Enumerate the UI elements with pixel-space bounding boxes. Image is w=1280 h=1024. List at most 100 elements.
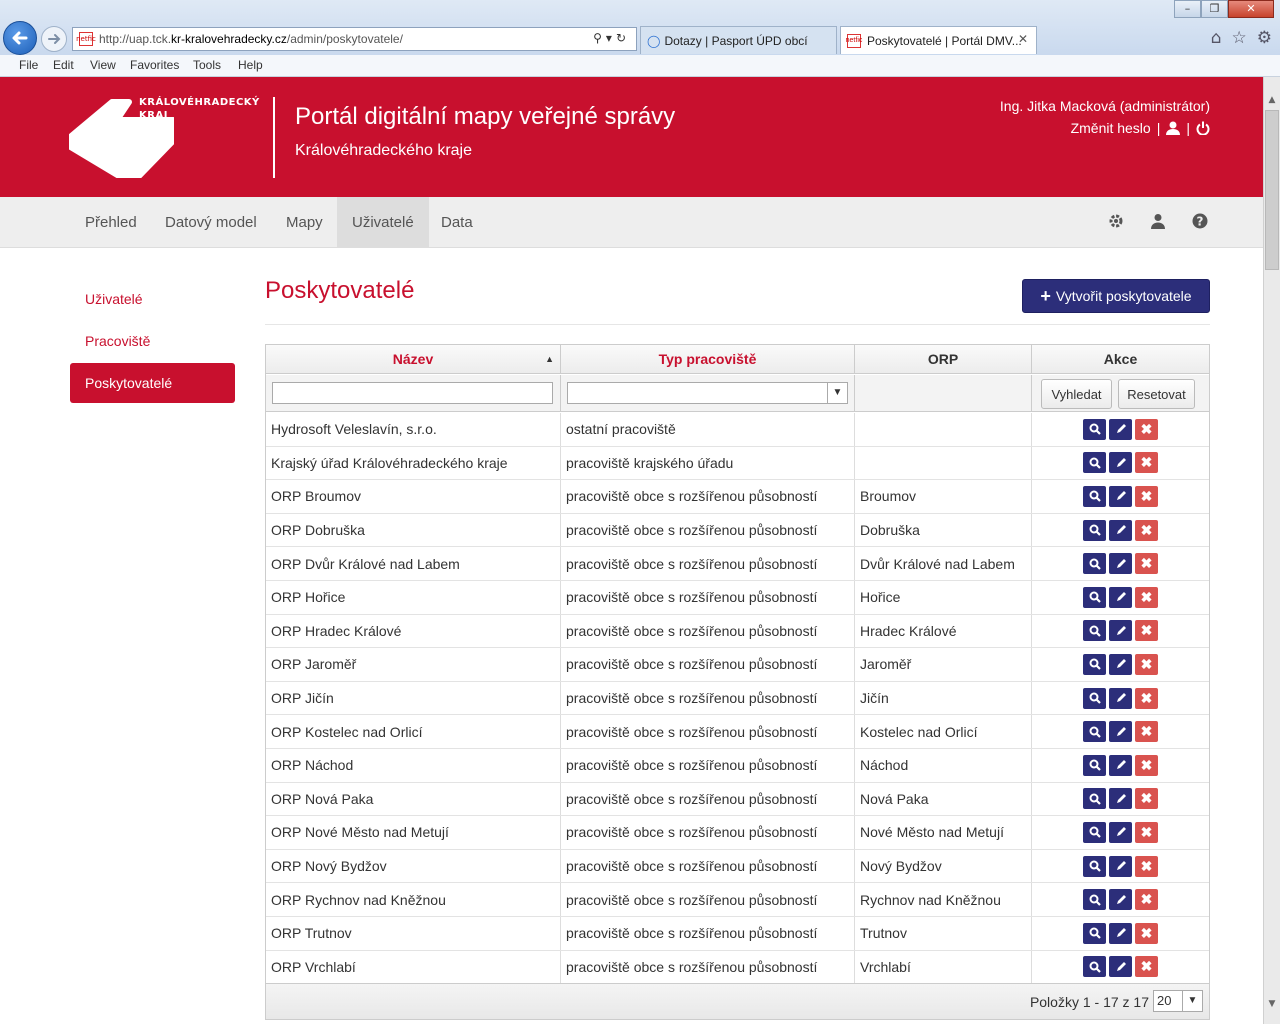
address-bar[interactable]: netfic http://uap.tck. kr-kralovehradecky… (72, 27, 637, 51)
delete-button[interactable]: ✖ (1135, 754, 1158, 776)
view-button[interactable] (1083, 519, 1106, 541)
column-header-nazev[interactable]: Název ▲ (266, 345, 561, 374)
delete-button[interactable]: ✖ (1135, 452, 1158, 474)
delete-button[interactable]: ✖ (1135, 956, 1158, 978)
kraj-logo[interactable] (69, 96, 174, 178)
maximize-button[interactable]: ❐ (1201, 0, 1228, 18)
settings-gear-icon[interactable]: ⚙ (1256, 28, 1272, 48)
menu-file[interactable]: File (19, 58, 39, 72)
delete-button[interactable]: ✖ (1135, 553, 1158, 575)
delete-button[interactable]: ✖ (1135, 485, 1158, 507)
menu-favorites[interactable]: Favorites (130, 58, 180, 72)
edit-button[interactable] (1109, 485, 1132, 507)
page-size-select[interactable]: 20 ▼ (1153, 990, 1203, 1012)
edit-button[interactable] (1109, 653, 1132, 675)
dropdown-icon[interactable]: ▾ (605, 31, 616, 45)
view-button[interactable] (1083, 553, 1106, 575)
edit-button[interactable] (1109, 620, 1132, 642)
edit-button[interactable] (1109, 418, 1132, 440)
view-button[interactable] (1083, 956, 1106, 978)
nav-uzivatele[interactable]: Uživatelé (337, 197, 429, 248)
edit-button[interactable] (1109, 821, 1132, 843)
view-button[interactable] (1083, 687, 1106, 709)
view-button[interactable] (1083, 418, 1106, 440)
view-button[interactable] (1083, 586, 1106, 608)
edit-button[interactable] (1109, 721, 1132, 743)
edit-button[interactable] (1109, 855, 1132, 877)
nav-prehled[interactable]: Přehled (85, 214, 137, 231)
delete-button[interactable]: ✖ (1135, 922, 1158, 944)
search-button[interactable]: Vyhledat (1041, 379, 1112, 409)
filter-name-input[interactable] (272, 382, 553, 404)
edit-button[interactable] (1109, 889, 1132, 911)
edit-button[interactable] (1109, 586, 1132, 608)
delete-button[interactable]: ✖ (1135, 620, 1158, 642)
minimize-button[interactable]: – (1174, 0, 1201, 18)
view-button[interactable] (1083, 653, 1106, 675)
favorites-star-icon[interactable]: ☆ (1231, 28, 1247, 48)
view-button[interactable] (1083, 922, 1106, 944)
column-header-typ[interactable]: Typ pracoviště (561, 345, 855, 374)
delete-button[interactable]: ✖ (1135, 821, 1158, 843)
create-provider-button[interactable]: + Vytvořit poskytovatele (1022, 279, 1210, 313)
edit-button[interactable] (1109, 452, 1132, 474)
view-button[interactable] (1083, 855, 1106, 877)
delete-button[interactable]: ✖ (1135, 586, 1158, 608)
back-button[interactable] (3, 21, 37, 55)
page-scrollbar[interactable]: ▲ ▼ (1263, 77, 1280, 1024)
view-button[interactable] (1083, 485, 1106, 507)
nav-mapy[interactable]: Mapy (286, 214, 323, 231)
sidebar-item-poskytovatele[interactable]: Poskytovatelé (70, 363, 235, 403)
edit-button[interactable] (1109, 519, 1132, 541)
scrollbar-thumb[interactable] (1265, 110, 1279, 270)
delete-button[interactable]: ✖ (1135, 418, 1158, 440)
grid-header: Název ▲ Typ pracoviště ORP Akce (266, 345, 1209, 374)
menu-edit[interactable]: Edit (53, 58, 74, 72)
sidebar-item-pracoviste[interactable]: Pracoviště (85, 333, 151, 349)
settings-gear-icon[interactable] (1108, 213, 1124, 229)
edit-button[interactable] (1109, 922, 1132, 944)
search-icon[interactable]: ⚲ (593, 31, 606, 45)
refresh-icon[interactable]: ↻ (615, 31, 630, 45)
sidebar-item-uzivatele[interactable]: Uživatelé (85, 291, 143, 307)
home-icon[interactable]: ⌂ (1210, 28, 1222, 48)
delete-button[interactable]: ✖ (1135, 855, 1158, 877)
nav-data[interactable]: Data (441, 214, 473, 231)
view-button[interactable] (1083, 754, 1106, 776)
browser-tab-dotazy[interactable]: ◯ Dotazy | Pasport ÚPD obcí (640, 26, 837, 54)
edit-button[interactable] (1109, 788, 1132, 810)
delete-button[interactable]: ✖ (1135, 653, 1158, 675)
reset-button[interactable]: Resetovat (1118, 379, 1195, 409)
view-button[interactable] (1083, 620, 1106, 642)
view-button[interactable] (1083, 889, 1106, 911)
scroll-down-icon[interactable]: ▼ (1268, 999, 1276, 1009)
logout-power-icon[interactable] (1196, 121, 1210, 135)
view-button[interactable] (1083, 788, 1106, 810)
view-button[interactable] (1083, 821, 1106, 843)
edit-button[interactable] (1109, 687, 1132, 709)
close-window-button[interactable]: ✕ (1228, 0, 1274, 18)
edit-button[interactable] (1109, 754, 1132, 776)
edit-button[interactable] (1109, 553, 1132, 575)
nav-datovy-model[interactable]: Datový model (165, 214, 257, 231)
edit-button[interactable] (1109, 956, 1132, 978)
filter-type-select[interactable]: ▼ (567, 382, 848, 404)
menu-tools[interactable]: Tools (193, 58, 222, 72)
browser-tab-poskytovatele[interactable]: netfic Poskytovatelé | Portál DMV... ✕ (840, 26, 1037, 54)
scroll-up-icon[interactable]: ▲ (1268, 95, 1276, 105)
view-button[interactable] (1083, 452, 1106, 474)
user-icon[interactable] (1150, 213, 1166, 229)
delete-button[interactable]: ✖ (1135, 788, 1158, 810)
user-profile-icon[interactable] (1166, 121, 1181, 135)
view-button[interactable] (1083, 721, 1106, 743)
menu-view[interactable]: View (90, 58, 116, 72)
change-password-link[interactable]: Změnit heslo (1070, 120, 1151, 136)
delete-button[interactable]: ✖ (1135, 687, 1158, 709)
close-tab-icon[interactable]: ✕ (1017, 32, 1028, 46)
forward-button[interactable] (41, 26, 67, 52)
delete-button[interactable]: ✖ (1135, 889, 1158, 911)
help-question-icon[interactable]: ? (1192, 213, 1208, 229)
delete-button[interactable]: ✖ (1135, 519, 1158, 541)
delete-button[interactable]: ✖ (1135, 721, 1158, 743)
menu-help[interactable]: Help (238, 58, 263, 72)
